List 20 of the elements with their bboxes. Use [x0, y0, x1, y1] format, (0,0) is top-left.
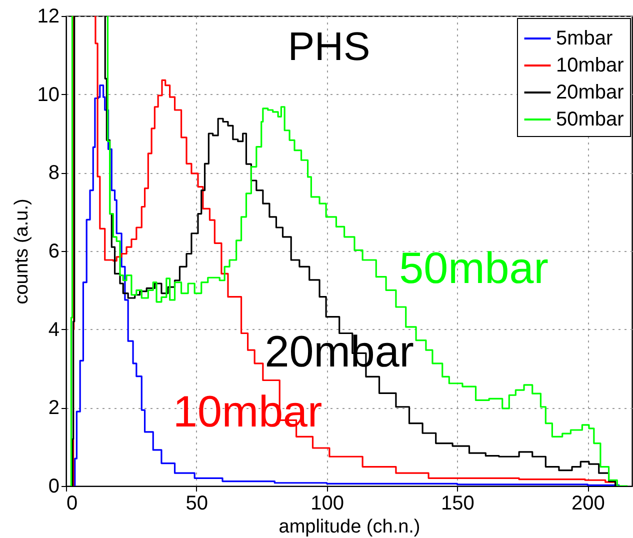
- legend-label: 5mbar: [556, 28, 614, 50]
- x-tick-label: 150: [441, 492, 474, 514]
- y-axis-title: counts (a.u.): [11, 198, 32, 304]
- text: 50mbar: [399, 244, 548, 294]
- y-tick-label: 10: [37, 84, 60, 106]
- x-tick-label: 0: [66, 492, 78, 514]
- chart-title: PHS: [288, 25, 370, 69]
- x-tick-label: 200: [571, 492, 605, 514]
- y-tick-label: 2: [48, 397, 60, 420]
- y-tick-label: 4: [48, 318, 60, 341]
- y-tick-label: 6: [48, 240, 60, 262]
- legend-label: 20mbar: [556, 82, 624, 104]
- y-tick-label: 8: [48, 162, 60, 184]
- x-tick-label: 50: [186, 492, 208, 514]
- legend-label: 10mbar: [556, 54, 624, 76]
- legend-label: 50mbar: [556, 108, 624, 130]
- y-tick-label: 0: [48, 476, 60, 498]
- x-tick-label: 100: [310, 492, 344, 514]
- y-tick-label: 12: [37, 6, 60, 28]
- x-axis-title: amplitude (ch.n.): [278, 516, 420, 538]
